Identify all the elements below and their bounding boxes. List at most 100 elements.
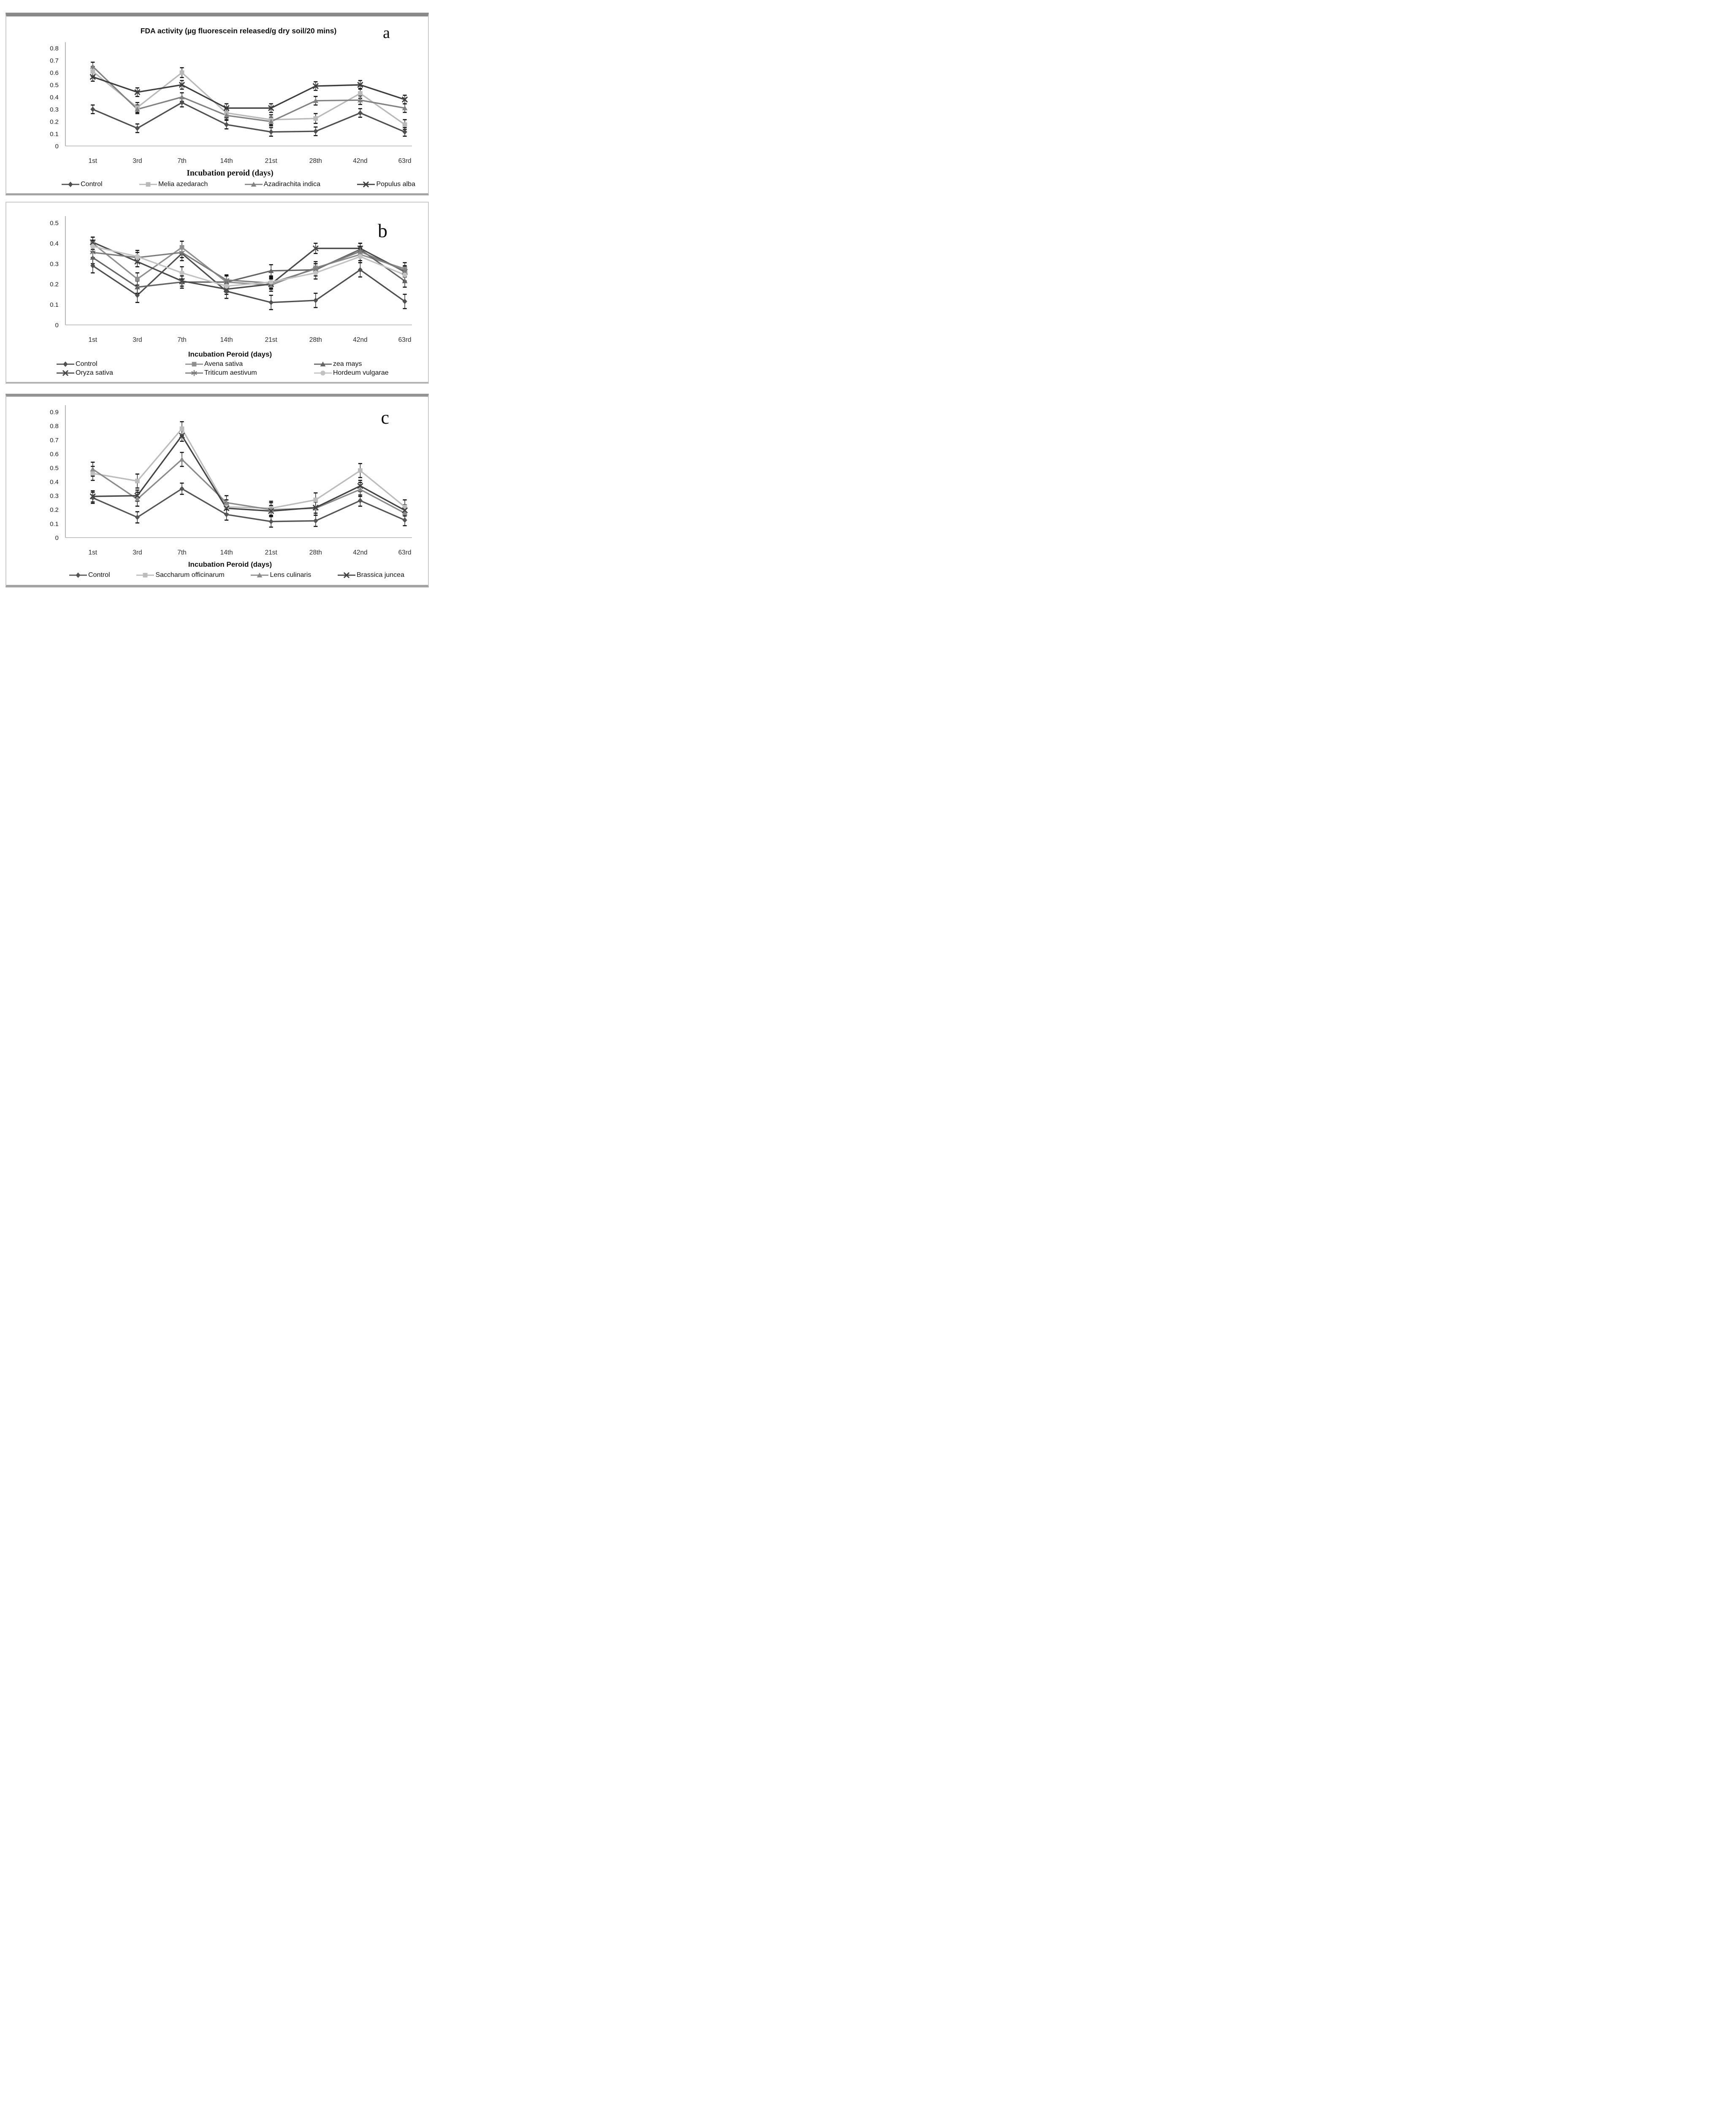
- marker-diamond-icon: [313, 518, 318, 524]
- marker-triangle-icon: [224, 113, 230, 118]
- marker-diamond-icon: [402, 517, 407, 523]
- error-bars-melia-azedarach: [91, 66, 407, 130]
- legend-label: Triticum aestivum: [204, 369, 257, 376]
- marker-square-icon: [135, 276, 140, 281]
- y-tick-label: 0.8: [50, 423, 59, 430]
- marker-square-icon: [358, 468, 363, 473]
- marker-x-icon: [313, 505, 319, 511]
- panel-a: FDA activity (µg fluorescein released/g …: [5, 13, 429, 195]
- legend-marker-x-icon: [57, 370, 74, 376]
- x-tick-label: 14th: [220, 336, 233, 344]
- marker-square-icon: [90, 69, 95, 74]
- marker-triangle-icon: [135, 106, 140, 112]
- x-tick-label: 42nd: [353, 336, 367, 344]
- x-tick-label: 1st: [88, 549, 97, 556]
- marker-square-icon: [90, 241, 95, 246]
- marker-triangle-icon: [257, 572, 263, 578]
- marker-triangle-icon: [224, 500, 230, 505]
- y-tick-label: 0.5: [50, 220, 59, 227]
- legend-marker-square-icon: [139, 182, 157, 187]
- marker-x-icon: [268, 508, 274, 514]
- x-tick-label: 1st: [88, 336, 97, 344]
- marker-square-icon: [313, 498, 318, 502]
- legend-item-saccharum-officinarum: Saccharum officinarum: [136, 571, 225, 579]
- marker-x-icon: [90, 493, 96, 499]
- marker-x-icon: [134, 492, 141, 499]
- marker-square-icon: [143, 573, 148, 578]
- y-tick-label: 0.2: [50, 118, 59, 125]
- marker-triangle-icon: [313, 98, 319, 103]
- marker-diamond-icon: [135, 514, 140, 520]
- panel-label-c: c: [381, 407, 389, 428]
- marker-diamond-icon: [268, 129, 274, 135]
- figure: FDA activity (µg fluorescein released/g …: [5, 13, 429, 587]
- legend-item-avena-sativa: Avena sativa: [185, 360, 314, 368]
- marker-x-icon: [357, 245, 363, 252]
- y-tick-label: 0.1: [50, 520, 59, 528]
- legend-label: Control: [81, 181, 103, 188]
- legend-item-lens-culinaris: Lens culinaris: [250, 571, 311, 579]
- marker-diamond-icon: [135, 292, 140, 298]
- series-line-brassica-juncea: [92, 435, 406, 512]
- x-axis-title-a: Incubation peroid (days): [187, 169, 274, 178]
- y-tick-label: 0.7: [50, 57, 59, 65]
- marker-x-icon: [134, 259, 141, 265]
- series-line-zea-mays: [92, 249, 406, 288]
- legend-item-azadirachita-indica: Azadirachita indica: [244, 181, 320, 188]
- marker-circle-icon: [224, 284, 229, 289]
- legend-marker-diamond-icon: [62, 181, 79, 187]
- legend-marker-triangle-icon: [244, 181, 263, 187]
- legend-label: Azadirachita indica: [263, 181, 321, 188]
- marker-square-icon: [179, 245, 184, 250]
- panel-label-a: a: [383, 24, 390, 42]
- marker-diamond-icon: [224, 511, 229, 517]
- marker-square-icon: [402, 504, 407, 509]
- legend-a: Control Melia azedarach Azadirachita indic…: [61, 181, 415, 188]
- series-markers-populus-alba: [90, 74, 408, 111]
- marker-square-icon: [224, 504, 229, 509]
- line-chart-a: 0 0.1 0.2 0.3 0.4 0.5 0.6 0.7 0.8 1st 3rd 7th 14th 21…: [6, 41, 428, 169]
- marker-asterisk-icon: [357, 248, 363, 255]
- error-bars-oryza-sativa: [91, 236, 407, 295]
- legend-c: Control Saccharum officinarum Lens culinar…: [69, 571, 404, 579]
- marker-diamond-icon: [179, 486, 184, 492]
- legend-label: Control: [76, 360, 97, 368]
- legend-marker-triangle-icon: [314, 361, 332, 367]
- series-line-lens-culinaris: [92, 458, 406, 514]
- x-tick-label: 28th: [309, 336, 322, 344]
- series-line-oryza-sativa: [92, 241, 406, 290]
- marker-diamond-icon: [90, 106, 95, 112]
- legend-label: zea mays: [333, 360, 362, 368]
- series-line-control: [92, 488, 406, 522]
- marker-x-icon: [363, 181, 369, 187]
- y-tick-label: 0.5: [50, 465, 59, 472]
- series-line-melia-azedarach: [92, 70, 406, 125]
- legend-item-triticum-aestivum: Triticum aestivum: [185, 369, 314, 377]
- marker-triangle-icon: [402, 105, 408, 111]
- panel-c: c 0 0.1 0.2 0.3 0.4 0.5 0.6 0.7 0.8 0.9 1st 3rd 7th 1…: [5, 394, 429, 587]
- y-tick-label: 0.3: [50, 260, 59, 268]
- marker-triangle-icon: [90, 64, 96, 69]
- legend-item-melia-azedarach: Melia azedarach: [139, 181, 208, 188]
- chart-canvas-b: 0 0.1 0.2 0.3 0.4 0.5 1st 3rd 7th 14th 21st 28th 42n…: [50, 216, 412, 344]
- x-axis-title-b: Incubation Peroid (days): [188, 350, 272, 358]
- x-tick-label: 3rd: [133, 549, 142, 556]
- marker-triangle-icon: [357, 97, 363, 103]
- marker-x-icon: [90, 239, 96, 245]
- legend-marker-diamond-icon: [69, 572, 87, 578]
- legend-marker-triangle-icon: [251, 572, 269, 578]
- x-tick-label: 42nd: [353, 549, 367, 556]
- chart-title: FDA activity (µg fluorescein released/g …: [140, 27, 337, 35]
- marker-x-icon: [90, 74, 96, 80]
- marker-square-icon: [179, 70, 184, 75]
- y-tick-label: 0.7: [50, 437, 59, 444]
- legend-item-oryza-sativa: Oryza sativa: [56, 369, 185, 377]
- marker-square-icon: [90, 471, 95, 476]
- marker-square-icon: [402, 122, 407, 127]
- marker-x-icon: [223, 105, 230, 111]
- x-tick-label: 63rd: [398, 336, 412, 344]
- marker-circle-icon: [357, 254, 363, 259]
- legend-item-zea-mays: zea mays: [314, 360, 420, 368]
- series-line-saccharum-officinarum: [92, 428, 406, 509]
- marker-triangle-icon: [402, 510, 408, 516]
